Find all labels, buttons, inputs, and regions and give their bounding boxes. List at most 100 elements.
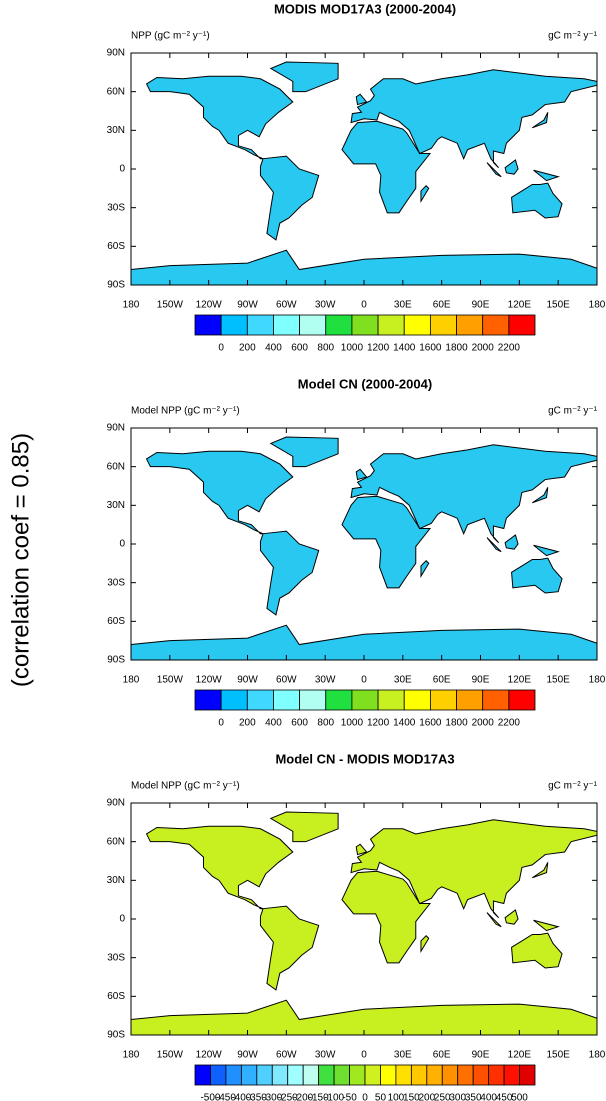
lat-label: 60N <box>107 461 125 472</box>
panel-title: Model CN - MODIS MOD17A3 <box>275 751 454 766</box>
land <box>355 468 368 481</box>
colorbar-box <box>403 689 431 711</box>
land <box>341 120 432 214</box>
right-label: gC m⁻² y⁻¹ <box>548 781 598 792</box>
colorbar-box <box>351 314 379 336</box>
colorbar-label: -450 <box>216 1093 236 1101</box>
colorbar-box <box>349 1064 366 1086</box>
lon-label: 60E <box>433 1050 451 1061</box>
colorbar-box <box>287 1064 304 1086</box>
colorbar-box <box>457 1064 474 1086</box>
land <box>504 909 519 925</box>
lat-label: 0 <box>119 539 125 550</box>
lat-label: 90S <box>107 280 125 291</box>
land <box>259 530 320 616</box>
colorbar-box <box>456 314 484 336</box>
lon-label: 150W <box>157 1050 184 1061</box>
land <box>420 935 430 954</box>
lon-label: 90E <box>472 1050 490 1061</box>
land <box>504 534 519 550</box>
land <box>355 843 368 856</box>
lat-label: 90N <box>107 798 125 809</box>
colorbar-box <box>299 689 327 711</box>
lat-label: 90S <box>107 1030 125 1041</box>
lon-label: 150E <box>546 300 570 311</box>
colorbar-label: 1000 <box>341 343 364 354</box>
colorbar-box <box>225 1064 242 1086</box>
colorbar-label: 400 <box>480 1093 497 1101</box>
colorbar-box <box>364 1064 381 1086</box>
colorbar-label: 2000 <box>472 718 495 729</box>
lon-label: 60E <box>433 675 451 686</box>
colorbar-box <box>273 314 301 336</box>
colorbar-box <box>508 314 536 336</box>
colorbar-label: 800 <box>317 718 334 729</box>
lat-label: 60S <box>107 991 125 1002</box>
land <box>486 912 502 928</box>
colorbar-box <box>299 314 327 336</box>
land <box>341 495 432 589</box>
lon-label: 0 <box>361 300 367 311</box>
colorbar-label: 450 <box>496 1093 513 1101</box>
land <box>511 932 563 969</box>
lat-label: 60S <box>107 616 125 627</box>
lon-label: 180 <box>589 1050 606 1061</box>
lon-label: 120W <box>196 1050 223 1061</box>
land <box>486 537 502 553</box>
colorbar-box <box>240 1064 258 1086</box>
colorbar-label: 250 <box>434 1093 451 1101</box>
lon-label: 120E <box>508 1050 532 1061</box>
land <box>269 811 339 843</box>
colorbar-box <box>456 689 484 711</box>
land <box>533 169 560 182</box>
lon-label: 150E <box>546 1050 570 1061</box>
colorbar-label: 100 <box>388 1093 405 1101</box>
colorbar-box <box>508 689 536 711</box>
colorbar-box <box>377 689 405 711</box>
lat-label: 60N <box>107 836 125 847</box>
lon-label: 150W <box>157 675 184 686</box>
lon-label: 60W <box>276 675 297 686</box>
lon-label: 180 <box>589 675 606 686</box>
colorbar-label: 1600 <box>419 343 442 354</box>
colorbar-label: 50 <box>375 1093 387 1101</box>
lon-label: 90W <box>237 300 258 311</box>
colorbar-box <box>351 689 379 711</box>
lat-label: 60N <box>107 86 125 97</box>
lat-label: 60S <box>107 241 125 252</box>
colorbar-box <box>519 1064 536 1086</box>
lat-label: 0 <box>119 914 125 925</box>
colorbar-label: 200 <box>239 718 256 729</box>
lon-label: 30E <box>394 675 412 686</box>
lon-label: 120E <box>508 675 532 686</box>
colorbar-label: 600 <box>291 718 308 729</box>
land <box>355 93 368 106</box>
land <box>532 862 549 879</box>
land <box>533 544 560 557</box>
colorbar-label: 400 <box>265 343 282 354</box>
lon-label: 90W <box>237 1050 258 1061</box>
colorbar-box <box>302 1064 320 1086</box>
colorbar-label: -350 <box>247 1093 267 1101</box>
colorbar-box <box>482 689 510 711</box>
colorbar-label: 0 <box>218 718 224 729</box>
lon-label: 120W <box>196 675 223 686</box>
lon-label: 60W <box>276 1050 297 1061</box>
colorbar-box <box>325 689 353 711</box>
left-label: NPP (gC m⁻² y⁻¹) <box>131 31 210 42</box>
lon-label: 90E <box>472 675 490 686</box>
lat-label: 30N <box>107 875 125 886</box>
lon-label: 150W <box>157 300 184 311</box>
colorbar-label: -500 <box>200 1093 220 1101</box>
lon-label: 90E <box>472 300 490 311</box>
lon-label: 30E <box>394 300 412 311</box>
colorbar-box <box>429 689 457 711</box>
land <box>350 819 598 919</box>
colorbar-box <box>220 689 248 711</box>
lon-label: 60W <box>276 300 297 311</box>
land <box>511 557 563 594</box>
colorbar-box <box>488 1064 505 1086</box>
lon-label: 30W <box>315 300 336 311</box>
lon-label: 30W <box>315 675 336 686</box>
